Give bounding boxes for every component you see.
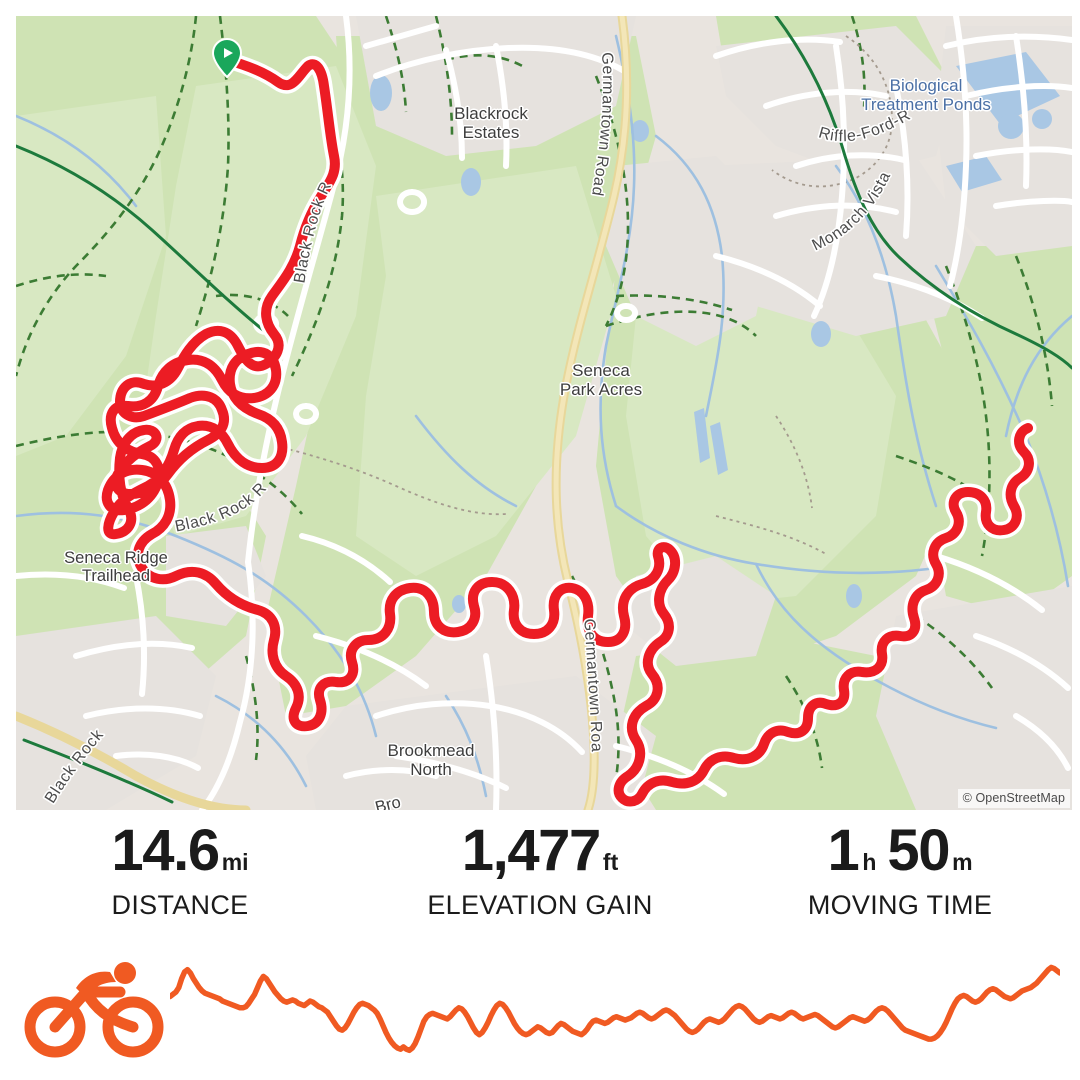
distance-unit: mi	[221, 849, 249, 875]
moving-time-hours-unit: h	[862, 849, 877, 875]
elevation-value: 1,477	[461, 818, 602, 883]
moving-time-minutes-unit: m	[952, 849, 973, 875]
map-attribution[interactable]: © OpenStreetMap	[957, 788, 1070, 808]
elevation-value-group: 1,477 ft	[360, 822, 720, 880]
stat-moving-time: 1 h 50 m MOVING TIME	[720, 822, 1080, 919]
moving-time-hours: 1	[827, 818, 859, 883]
stat-elevation-gain: 1,477 ft ELEVATION GAIN	[360, 822, 720, 919]
distance-value-group: 14.6 mi	[0, 822, 360, 880]
route-track	[98, 51, 1038, 810]
cyclist-icon	[24, 958, 164, 1062]
route-map[interactable]: Germantown Road Germantown Road Riffle-F…	[16, 16, 1072, 810]
major-road-casing	[553, 16, 630, 810]
elevation-line	[170, 964, 1060, 1054]
elevation-label: ELEVATION GAIN	[427, 890, 653, 920]
stats-row: 14.6 mi DISTANCE 1,477 ft ELEVATION GAIN 1…	[0, 822, 1080, 940]
dashed-trails	[16, 16, 1054, 791]
distance-value: 14.6	[111, 818, 220, 883]
map-canvas: Germantown Road Germantown Road Riffle-F…	[16, 16, 1072, 810]
elevation-unit: ft	[602, 849, 619, 875]
moving-time-minutes: 50	[887, 818, 950, 883]
footpaths	[275, 35, 893, 555]
moving-time-value-group: 1 h 50 m	[720, 822, 1080, 880]
green-rail-line	[16, 16, 1072, 804]
distance-label: DISTANCE	[111, 890, 249, 920]
elevation-profile-chart	[170, 946, 1060, 1076]
footer-row	[0, 940, 1080, 1080]
elevation-chart-svg	[170, 964, 1060, 1054]
start-pin-play-icon[interactable]	[211, 37, 243, 79]
stat-distance: 14.6 mi DISTANCE	[0, 822, 360, 919]
moving-time-label: MOVING TIME	[807, 890, 993, 920]
